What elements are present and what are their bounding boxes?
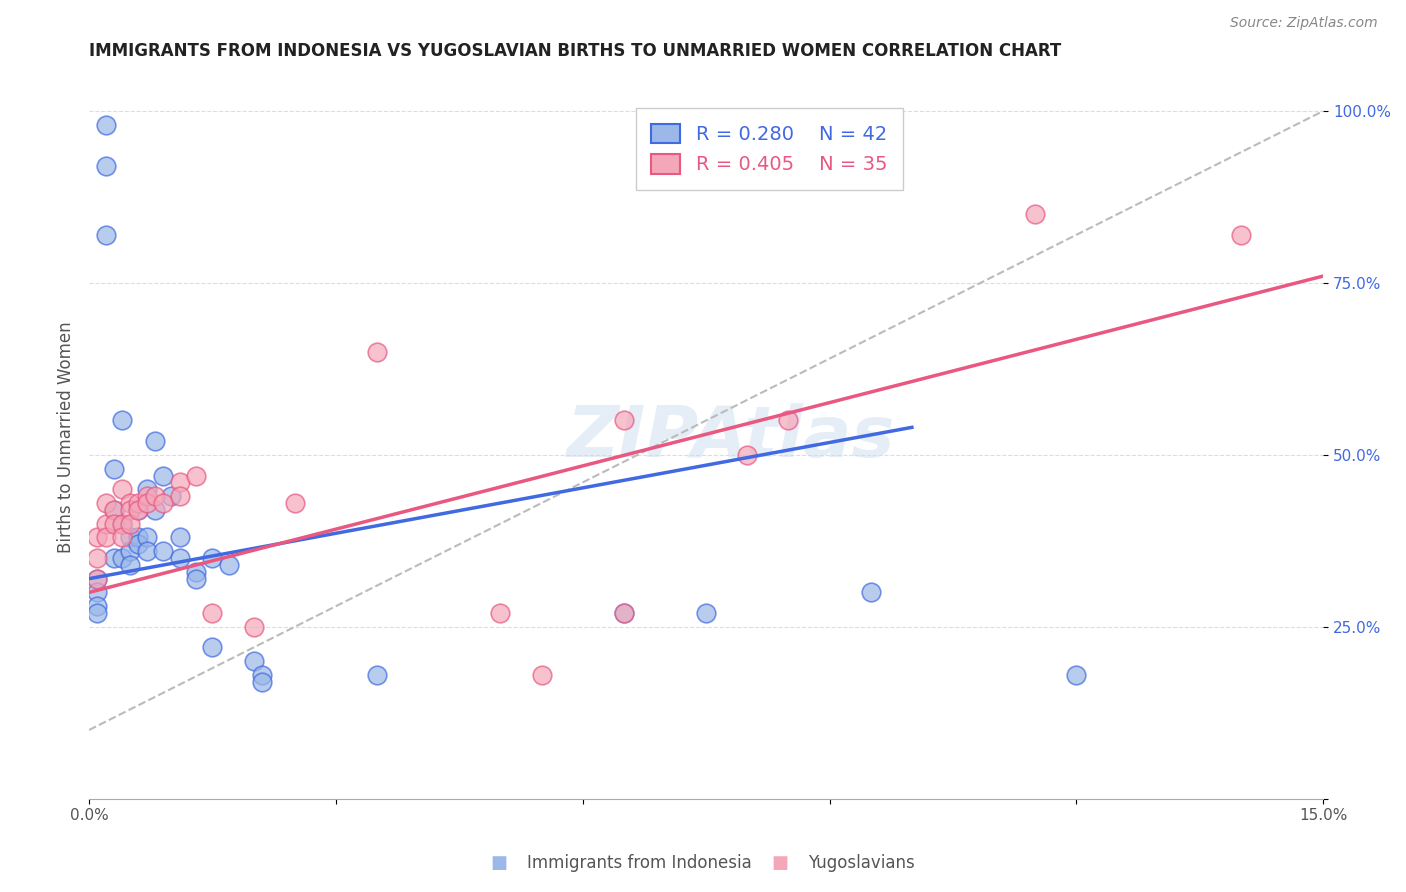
- Point: [127, 503, 149, 517]
- Point: [366, 344, 388, 359]
- Point: [169, 475, 191, 490]
- Point: [86, 585, 108, 599]
- Point: [103, 503, 125, 517]
- Point: [1066, 668, 1088, 682]
- Point: [103, 461, 125, 475]
- Point: [242, 620, 264, 634]
- Point: [250, 668, 273, 682]
- Point: [250, 674, 273, 689]
- Point: [737, 448, 759, 462]
- Point: [103, 516, 125, 531]
- Text: Immigrants from Indonesia: Immigrants from Indonesia: [527, 854, 752, 871]
- Point: [94, 496, 117, 510]
- Point: [143, 489, 166, 503]
- Point: [120, 558, 142, 572]
- Point: [120, 544, 142, 558]
- Point: [111, 516, 134, 531]
- Text: Source: ZipAtlas.com: Source: ZipAtlas.com: [1230, 16, 1378, 29]
- Point: [111, 482, 134, 496]
- Point: [530, 668, 553, 682]
- Point: [135, 489, 157, 503]
- Point: [94, 516, 117, 531]
- Text: ■: ■: [491, 854, 508, 871]
- Point: [127, 496, 149, 510]
- Point: [86, 572, 108, 586]
- Point: [201, 551, 224, 566]
- Point: [242, 654, 264, 668]
- Point: [94, 118, 117, 132]
- Point: [218, 558, 240, 572]
- Y-axis label: Births to Unmarried Women: Births to Unmarried Women: [58, 322, 75, 554]
- Point: [120, 496, 142, 510]
- Point: [120, 530, 142, 544]
- Point: [489, 606, 512, 620]
- Point: [152, 496, 174, 510]
- Point: [103, 551, 125, 566]
- Point: [127, 537, 149, 551]
- Point: [1230, 227, 1253, 242]
- Point: [169, 530, 191, 544]
- Legend: R = 0.280    N = 42, R = 0.405    N = 35: R = 0.280 N = 42, R = 0.405 N = 35: [636, 108, 903, 190]
- Point: [86, 572, 108, 586]
- Point: [120, 516, 142, 531]
- Point: [111, 551, 134, 566]
- Point: [86, 606, 108, 620]
- Point: [94, 227, 117, 242]
- Point: [613, 413, 636, 427]
- Point: [1024, 207, 1046, 221]
- Text: ZIPAtlas: ZIPAtlas: [567, 403, 896, 472]
- Point: [86, 551, 108, 566]
- Text: IMMIGRANTS FROM INDONESIA VS YUGOSLAVIAN BIRTHS TO UNMARRIED WOMEN CORRELATION C: IMMIGRANTS FROM INDONESIA VS YUGOSLAVIAN…: [89, 42, 1062, 60]
- Point: [152, 468, 174, 483]
- Text: Yugoslavians: Yugoslavians: [808, 854, 915, 871]
- Point: [86, 599, 108, 614]
- Point: [284, 496, 307, 510]
- Point: [695, 606, 717, 620]
- Point: [127, 530, 149, 544]
- Point: [94, 159, 117, 173]
- Point: [201, 640, 224, 655]
- Point: [127, 503, 149, 517]
- Point: [135, 530, 157, 544]
- Point: [135, 482, 157, 496]
- Point: [169, 551, 191, 566]
- Point: [143, 503, 166, 517]
- Point: [152, 544, 174, 558]
- Point: [778, 413, 800, 427]
- Point: [184, 468, 207, 483]
- Point: [135, 496, 157, 510]
- Point: [366, 668, 388, 682]
- Point: [120, 503, 142, 517]
- Point: [94, 530, 117, 544]
- Text: ■: ■: [772, 854, 789, 871]
- Point: [111, 530, 134, 544]
- Point: [184, 572, 207, 586]
- Point: [103, 503, 125, 517]
- Point: [184, 565, 207, 579]
- Point: [143, 434, 166, 449]
- Point: [613, 606, 636, 620]
- Point: [169, 489, 191, 503]
- Point: [613, 606, 636, 620]
- Point: [111, 516, 134, 531]
- Point: [201, 606, 224, 620]
- Point: [111, 413, 134, 427]
- Point: [160, 489, 183, 503]
- Point: [86, 530, 108, 544]
- Point: [859, 585, 882, 599]
- Point: [135, 544, 157, 558]
